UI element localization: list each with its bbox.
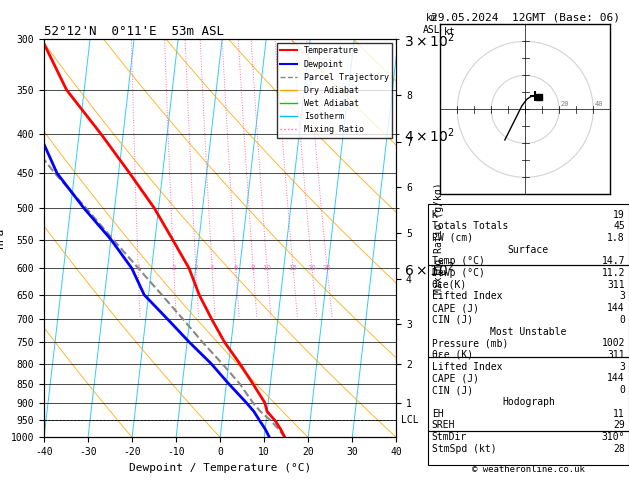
Bar [428, 357, 629, 432]
Text: 20: 20 [561, 101, 569, 107]
Text: Hodograph: Hodograph [502, 397, 555, 407]
Text: 40: 40 [595, 101, 603, 107]
Text: 2: 2 [172, 265, 176, 271]
Text: Most Unstable: Most Unstable [490, 327, 567, 337]
Text: 29.05.2024  12GMT (Base: 06): 29.05.2024 12GMT (Base: 06) [431, 12, 620, 22]
Text: 1: 1 [136, 265, 140, 271]
Text: 10: 10 [262, 265, 272, 271]
Text: 20: 20 [308, 265, 316, 271]
Text: 144: 144 [608, 373, 625, 383]
Text: 11: 11 [613, 409, 625, 418]
X-axis label: Dewpoint / Temperature (°C): Dewpoint / Temperature (°C) [129, 463, 311, 473]
Text: 29: 29 [613, 420, 625, 430]
Text: CIN (J): CIN (J) [431, 315, 473, 325]
Text: 4: 4 [210, 265, 214, 271]
Text: StmSpd (kt): StmSpd (kt) [431, 444, 496, 453]
Text: Lifted Index: Lifted Index [431, 362, 502, 372]
Text: 6: 6 [233, 265, 238, 271]
Text: CIN (J): CIN (J) [431, 385, 473, 395]
Text: LCL: LCL [401, 416, 418, 425]
Text: PW (cm): PW (cm) [431, 233, 473, 243]
Bar [428, 204, 629, 265]
Text: Lifted Index: Lifted Index [431, 292, 502, 301]
Text: 15: 15 [289, 265, 298, 271]
Text: 8: 8 [251, 265, 255, 271]
Text: 19: 19 [613, 209, 625, 220]
Text: θεe(K): θεe(K) [431, 280, 467, 290]
Text: Surface: Surface [508, 244, 549, 255]
Text: CAPE (J): CAPE (J) [431, 373, 479, 383]
Text: 311: 311 [608, 350, 625, 360]
Text: 28: 28 [613, 444, 625, 453]
Text: Temp (°C): Temp (°C) [431, 257, 484, 266]
Text: 11.2: 11.2 [601, 268, 625, 278]
Text: 45: 45 [613, 221, 625, 231]
Text: 14.7: 14.7 [601, 257, 625, 266]
Text: 311: 311 [608, 280, 625, 290]
Text: kt: kt [443, 27, 455, 36]
Text: 0: 0 [619, 385, 625, 395]
Text: 144: 144 [608, 303, 625, 313]
Text: 310°: 310° [601, 432, 625, 442]
Text: km
ASL: km ASL [423, 13, 440, 35]
Text: StmDir: StmDir [431, 432, 467, 442]
Bar [428, 265, 629, 357]
Bar [428, 432, 629, 466]
Text: 52°12'N  0°11'E  53m ASL: 52°12'N 0°11'E 53m ASL [44, 25, 224, 38]
Legend: Temperature, Dewpoint, Parcel Trajectory, Dry Adiabat, Wet Adiabat, Isotherm, Mi: Temperature, Dewpoint, Parcel Trajectory… [277, 43, 392, 138]
Text: Pressure (mb): Pressure (mb) [431, 338, 508, 348]
Text: 1002: 1002 [601, 338, 625, 348]
Text: EH: EH [431, 409, 443, 418]
Text: θεe (K): θεe (K) [431, 350, 473, 360]
Text: Dewp (°C): Dewp (°C) [431, 268, 484, 278]
Text: © weatheronline.co.uk: © weatheronline.co.uk [472, 465, 585, 473]
Text: 3: 3 [619, 292, 625, 301]
Y-axis label: hPa: hPa [0, 228, 5, 248]
Text: 1.8: 1.8 [608, 233, 625, 243]
Text: Mixing Ratio (g/kg): Mixing Ratio (g/kg) [433, 182, 443, 294]
Text: 3: 3 [194, 265, 198, 271]
Text: SREH: SREH [431, 420, 455, 430]
Text: K: K [431, 209, 438, 220]
Text: CAPE (J): CAPE (J) [431, 303, 479, 313]
Text: 0: 0 [619, 315, 625, 325]
Text: Totals Totals: Totals Totals [431, 221, 508, 231]
Text: 25: 25 [323, 265, 331, 271]
Text: 3: 3 [619, 362, 625, 372]
